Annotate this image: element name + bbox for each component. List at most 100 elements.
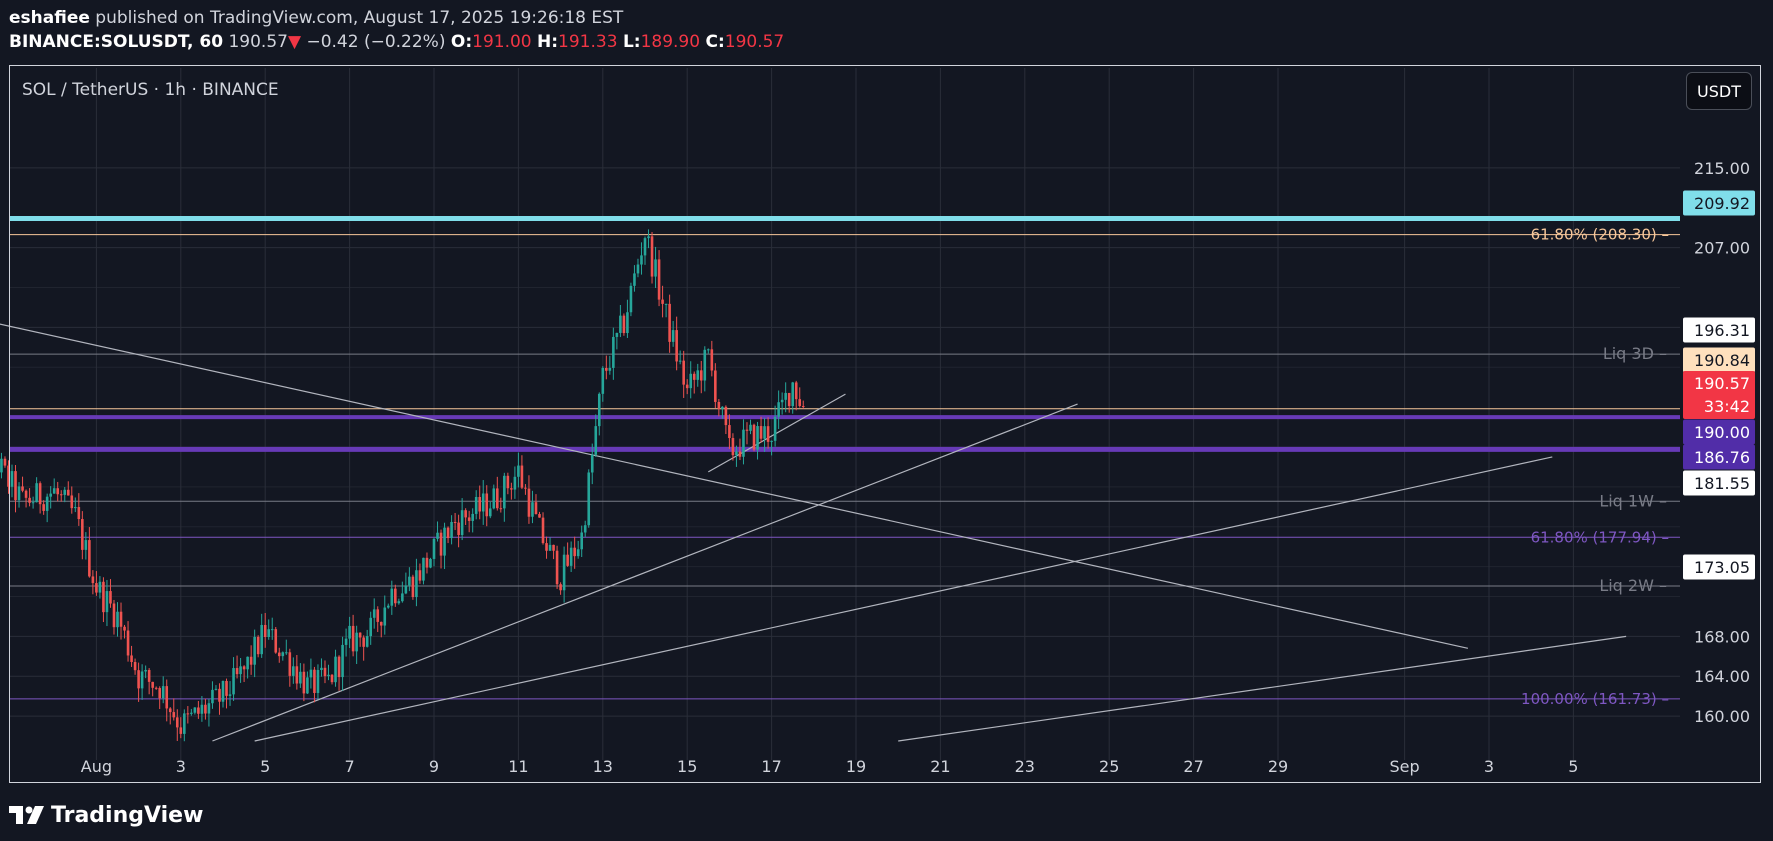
candle-body (3, 458, 7, 466)
currency-button[interactable]: USDT (1686, 72, 1752, 110)
candle-body (161, 686, 165, 699)
price-label-box (1683, 419, 1755, 445)
candle-body (742, 429, 745, 457)
candle-body (696, 370, 700, 380)
publish-info: published on TradingView.com, August 17,… (95, 8, 624, 28)
candle-body (214, 688, 218, 690)
candle-body (699, 370, 703, 381)
candle-body (362, 637, 365, 647)
level-annotation: Liq 2W – (1599, 576, 1667, 595)
candle-body (773, 416, 777, 441)
candle-body (738, 451, 742, 457)
price-label-box (1683, 347, 1755, 373)
candle-body (172, 712, 176, 718)
candle-body (334, 656, 337, 683)
price-tick-label: 164.00 (1694, 667, 1750, 686)
candle-body (513, 476, 517, 490)
candle-body (175, 717, 179, 728)
price-tick-label: 168.00 (1694, 627, 1750, 646)
candle-body (281, 652, 285, 657)
candle-body (422, 557, 425, 581)
candle-body (756, 426, 759, 450)
candle-body (341, 644, 344, 678)
candle-body (629, 285, 633, 313)
time-tick-label: 21 (930, 757, 950, 776)
candle-body (133, 661, 137, 671)
candle-body (545, 543, 548, 551)
price-label-text: 173.05 (1694, 558, 1750, 577)
candle-body (267, 629, 271, 638)
candle-body (218, 688, 221, 702)
candle-body (84, 540, 88, 550)
candle-body (481, 493, 485, 512)
time-tick-label: Sep (1390, 757, 1420, 776)
time-tick-label: 5 (1568, 757, 1578, 776)
candle-body (622, 315, 626, 334)
candle-body (418, 570, 422, 581)
candle-body (467, 517, 471, 521)
candle-body (605, 367, 608, 371)
close-value: 190.57 (724, 32, 785, 52)
candle-body (274, 629, 278, 653)
price-label-text: 209.92 (1694, 194, 1750, 213)
candle-body (524, 487, 527, 489)
level-annotation: 61.80% (208.30) – (1531, 226, 1669, 244)
time-tick-label: 29 (1268, 757, 1288, 776)
candle-body (745, 429, 749, 431)
price-label-text: 190.00 (1694, 423, 1750, 442)
level-annotation: 100.00% (161.73) – (1521, 690, 1669, 708)
candle-body (306, 677, 309, 694)
tradingview-logo[interactable]: TradingView (9, 800, 203, 830)
level-annotation: Liq 3D – (1603, 344, 1667, 363)
price-axis-labels: 209.92 196.31 190.84 190.57 33:42 190.00 186.7… (1683, 190, 1755, 580)
candle-body (408, 576, 411, 586)
time-tick-label: 17 (761, 757, 781, 776)
candle-body (520, 465, 524, 488)
price-change: −0.42 (−0.22%) (306, 32, 446, 52)
candle-body (383, 607, 387, 626)
candle-body (38, 483, 42, 505)
last-price: 190.57 (228, 32, 288, 52)
candle-body (682, 360, 685, 385)
trendline (898, 635, 1627, 742)
candle-body (24, 490, 28, 498)
candle-body (7, 465, 10, 487)
candle-body (144, 669, 147, 672)
candle-body (200, 704, 204, 714)
candle-body (372, 609, 376, 618)
candle-body (228, 694, 232, 696)
candle-body (685, 384, 689, 389)
candle-body (190, 712, 193, 714)
candle-body (21, 486, 24, 491)
level-annotation: 61.80% (177.94) – (1531, 528, 1669, 546)
candle-body (499, 508, 503, 510)
candle-body (394, 588, 397, 604)
candle-body (355, 632, 358, 652)
candle-body (88, 540, 91, 577)
time-tick-label: 25 (1099, 757, 1119, 776)
candle-body (56, 488, 60, 495)
candle-body (105, 591, 109, 613)
candle-body (193, 707, 197, 713)
candle-body (270, 629, 274, 631)
author-name[interactable]: eshafiee (9, 8, 90, 28)
time-tick-label: 13 (593, 757, 613, 776)
candle-body (369, 617, 372, 637)
publish-line: eshafiee published on TradingView.com, A… (9, 6, 784, 30)
candle-body (496, 488, 499, 509)
candle-body (541, 517, 545, 544)
time-tick-label: 3 (1484, 757, 1494, 776)
candle-body (661, 299, 664, 304)
candle-body (576, 549, 580, 557)
candle-body (506, 475, 510, 489)
time-axis[interactable]: 29Aug357911131517192123252729Sep35 (0, 757, 1579, 776)
candle-body (313, 669, 316, 693)
candle-body (316, 670, 320, 693)
candle-body (126, 630, 130, 656)
candle-body (777, 402, 780, 417)
candle-body (260, 624, 263, 655)
candle-body (654, 259, 657, 277)
candle-body (763, 426, 766, 439)
candle-body (376, 609, 380, 622)
